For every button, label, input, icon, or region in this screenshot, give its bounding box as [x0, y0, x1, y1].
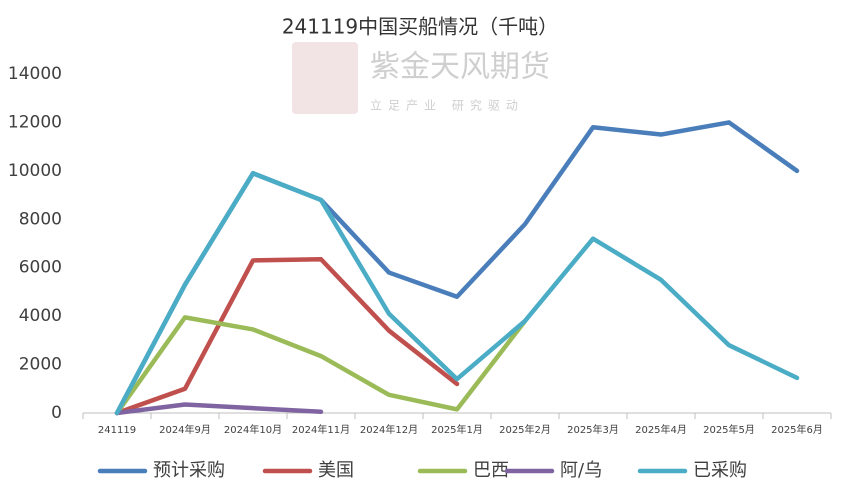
legend-label: 阿/乌 [560, 460, 602, 481]
x-tick-label: 2025年5月 [703, 423, 755, 436]
chart-title: 241119中国买船情况（千吨） [282, 15, 558, 39]
x-tick-label: 2025年3月 [567, 423, 619, 436]
x-tick-label: 2025年6月 [771, 423, 823, 436]
series-line [114, 256, 460, 416]
x-tick-label: 2024年10月 [224, 423, 282, 436]
series-line [114, 171, 800, 416]
x-tick-label: 2025年1月 [431, 423, 483, 436]
y-tick-label: 8000 [19, 209, 62, 229]
legend-label: 巴西 [473, 460, 509, 481]
legend-label: 已采购 [693, 460, 747, 481]
y-tick-label: 4000 [19, 306, 62, 326]
logo-box [292, 42, 358, 114]
series-line [114, 402, 324, 416]
y-tick-label: 10000 [8, 161, 62, 181]
x-tick-label: 241119 [98, 425, 136, 436]
watermark: 紫金天风期货 [370, 50, 550, 85]
y-tick-label: 12000 [8, 112, 62, 132]
watermark-logo [292, 42, 358, 114]
x-tick-label: 2024年12月 [360, 423, 418, 436]
legend-label: 预计采购 [153, 460, 225, 481]
watermark-slogan: 立足产业 研究驱动 [370, 98, 524, 113]
y-tick-label: 6000 [19, 258, 62, 278]
legend-label: 美国 [318, 460, 354, 481]
series-line [114, 315, 528, 416]
x-tick-label: 2025年2月 [499, 423, 551, 436]
x-tick-label: 2025年4月 [635, 423, 687, 436]
y-tick-label: 14000 [8, 64, 62, 84]
x-tick-label: 2024年11月 [292, 423, 350, 436]
y-tick-label: 0 [51, 403, 62, 423]
y-tick-label: 2000 [19, 355, 62, 375]
x-tick-label: 2024年9月 [159, 423, 211, 436]
